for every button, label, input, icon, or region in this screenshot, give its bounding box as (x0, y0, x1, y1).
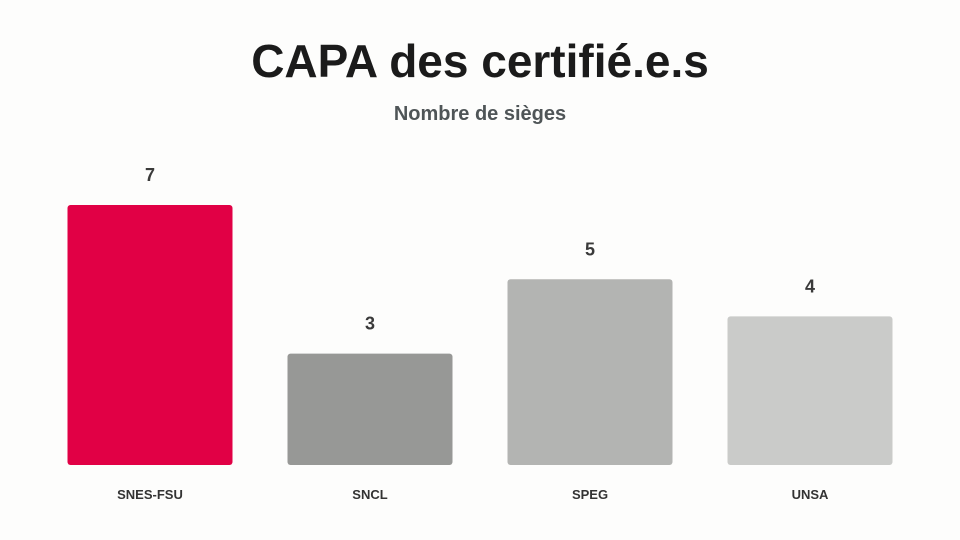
value-label-speg: 5 (585, 239, 595, 259)
chart-title: CAPA des certifié.e.s (251, 35, 709, 87)
bar-sncl (287, 353, 453, 465)
bar-unsa (727, 316, 893, 465)
category-label-speg: SPEG (572, 487, 608, 502)
value-label-snes-fsu: 7 (145, 165, 155, 185)
bar-speg (507, 279, 673, 465)
category-label-unsa: UNSA (792, 487, 829, 502)
category-label-snes-fsu: SNES-FSU (117, 487, 183, 502)
category-label-sncl: SNCL (352, 487, 387, 502)
value-label-sncl: 3 (365, 314, 375, 334)
value-label-unsa: 4 (805, 276, 815, 296)
chart-subtitle: Nombre de sièges (393, 103, 567, 125)
bar-snes-fsu (67, 205, 233, 465)
